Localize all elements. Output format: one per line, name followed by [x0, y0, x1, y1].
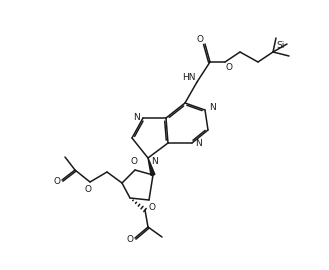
Text: HN: HN [182, 73, 196, 83]
Text: O: O [131, 157, 138, 167]
Text: N: N [133, 113, 139, 123]
Text: N: N [209, 103, 215, 113]
Text: O: O [126, 235, 134, 245]
Text: Si: Si [277, 42, 285, 50]
Text: O: O [85, 185, 91, 194]
Text: O: O [225, 62, 233, 72]
Polygon shape [148, 158, 155, 176]
Text: N: N [152, 157, 158, 166]
Text: N: N [196, 140, 202, 148]
Text: O: O [54, 177, 61, 187]
Text: O: O [148, 204, 156, 212]
Text: O: O [196, 35, 204, 45]
